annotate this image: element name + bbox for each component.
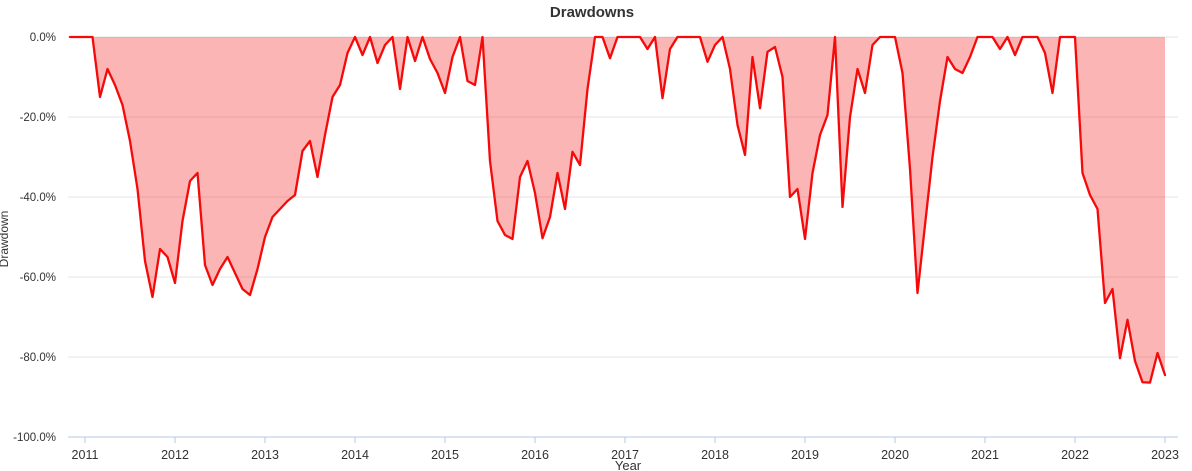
x-axis-tick-label: 2018 — [701, 448, 729, 462]
y-axis-tick-label: -40.0% — [20, 192, 56, 204]
y-axis-tick-labels: 0.0% -20.0% -40.0% -60.0% -80.0% -100.0% — [13, 32, 56, 444]
y-axis-tick-label: -100.0% — [13, 432, 56, 444]
drawdown-area-fill — [70, 37, 1165, 383]
x-axis-tick-label: 2011 — [72, 448, 99, 462]
y-axis-tick-label: -80.0% — [20, 352, 56, 364]
y-axis-tick-label: -20.0% — [20, 112, 56, 124]
y-axis-tick-label: -60.0% — [20, 272, 56, 284]
x-axis-tick-labels: 2011 2012 2013 2014 2015 2016 2017 2018 2019 2020… — [72, 437, 1179, 462]
y-axis-tick-label: 0.0% — [30, 32, 56, 44]
x-axis-tick-label: 2013 — [251, 448, 279, 462]
x-axis-tick-label: 2021 — [971, 448, 999, 462]
x-axis-tick-label: 2015 — [431, 448, 459, 462]
chart-title: Drawdowns — [550, 4, 634, 21]
x-axis-tick-label: 2019 — [791, 448, 819, 462]
drawdown-line — [68, 35, 1167, 384]
x-axis-tick-label: 2014 — [341, 448, 369, 462]
x-axis-tick-label: 2012 — [161, 448, 189, 462]
x-axis-tick-label: 2022 — [1061, 448, 1089, 462]
x-axis-tick-label: 2023 — [1151, 448, 1179, 462]
x-axis-tick-label: 2017 — [611, 448, 639, 462]
x-axis-tick-label: 2020 — [881, 448, 909, 462]
y-axis-title: Drawdown — [0, 211, 11, 268]
x-axis-title: Year — [615, 458, 642, 471]
x-axis-tick-label: 2016 — [521, 448, 549, 462]
